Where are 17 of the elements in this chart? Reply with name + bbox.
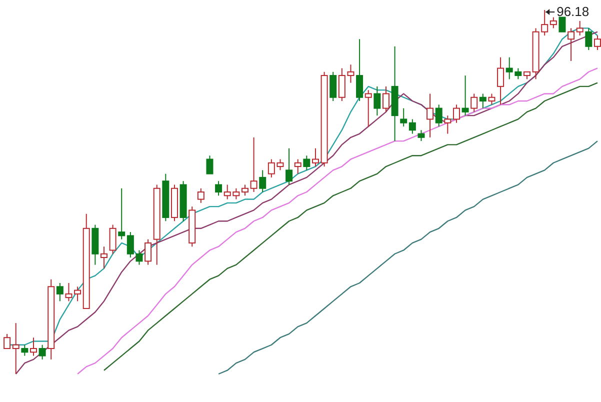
candlestick [568,28,575,62]
candlestick [497,56,504,106]
candlestick [30,337,37,356]
candlestick [118,188,126,240]
candlestick [74,286,82,302]
candlestick [452,104,460,124]
candlestick [294,158,302,174]
candlestick [391,46,398,142]
candlestick [48,278,55,360]
candlestick [374,86,381,116]
candlestick [479,93,486,109]
candlestick [100,246,108,269]
candlestick [426,93,434,138]
candlestick [153,184,160,266]
annotation: 96.18 [556,4,590,19]
candlestick [12,322,20,374]
candlestick [408,118,416,134]
